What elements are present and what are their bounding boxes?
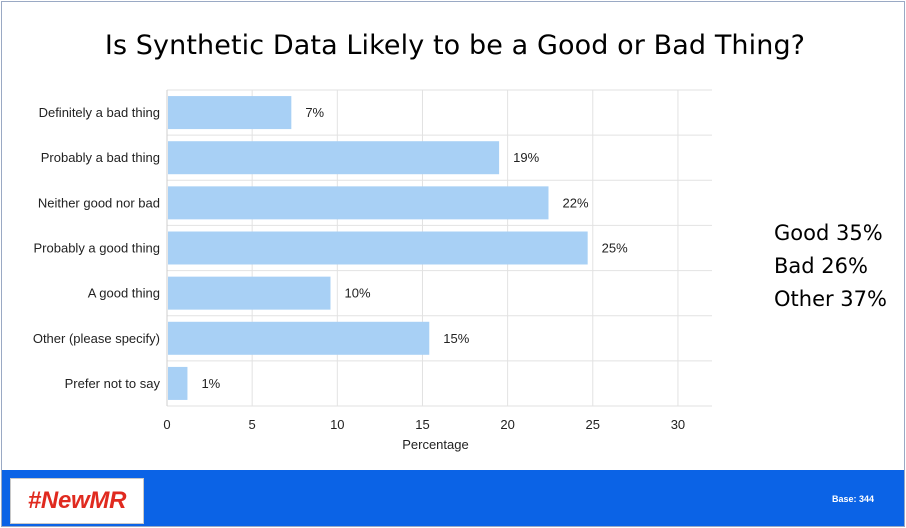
bar-chart: 0 5 10 15 20 25 30 Definitely a bad thing 7% Prob… — [33, 89, 712, 452]
newmr-logo: #NewMR — [10, 478, 144, 524]
data-label: 22% — [563, 195, 589, 210]
summary-other: Other 37% — [774, 287, 887, 311]
category-label: Probably a good thing — [34, 241, 160, 256]
bar — [168, 321, 430, 355]
bar — [168, 366, 188, 400]
x-tick-label: 0 — [163, 417, 170, 432]
x-tick-label: 25 — [586, 417, 600, 432]
chart-title: Is Synthetic Data Likely to be a Good or… — [104, 30, 806, 61]
category-label: Neither good nor bad — [38, 195, 160, 210]
footer-bar: #NewMR Base: 344 — [2, 470, 904, 526]
bar — [168, 141, 500, 175]
bar — [168, 231, 588, 265]
data-label: 15% — [443, 331, 469, 346]
bar — [168, 96, 292, 130]
category-label: Other (please specify) — [33, 331, 160, 346]
category-label: Probably a bad thing — [41, 150, 160, 165]
data-label: 7% — [305, 105, 324, 120]
summary-good: Good 35% — [774, 221, 883, 245]
base-count: Base: 344 — [831, 494, 874, 504]
summary-bad: Bad 26% — [774, 254, 868, 278]
category-label: A good thing — [88, 286, 160, 301]
data-label: 10% — [345, 286, 371, 301]
data-label: 1% — [201, 376, 220, 391]
x-tick-label: 20 — [500, 417, 514, 432]
x-tick-label: 30 — [671, 417, 685, 432]
category-label: Definitely a bad thing — [39, 105, 160, 120]
x-tick-label: 5 — [249, 417, 256, 432]
logo-text: #NewMR — [27, 487, 127, 514]
summary-box: Good 35% Bad 26% Other 37% — [774, 217, 887, 316]
bar — [168, 276, 331, 310]
bar — [168, 186, 549, 220]
category-label: Prefer not to say — [65, 376, 161, 391]
data-label: 19% — [513, 150, 539, 165]
x-tick-label: 15 — [415, 417, 429, 432]
data-label: 25% — [602, 241, 628, 256]
x-axis-label: Percentage — [402, 437, 469, 452]
x-tick-label: 10 — [330, 417, 344, 432]
